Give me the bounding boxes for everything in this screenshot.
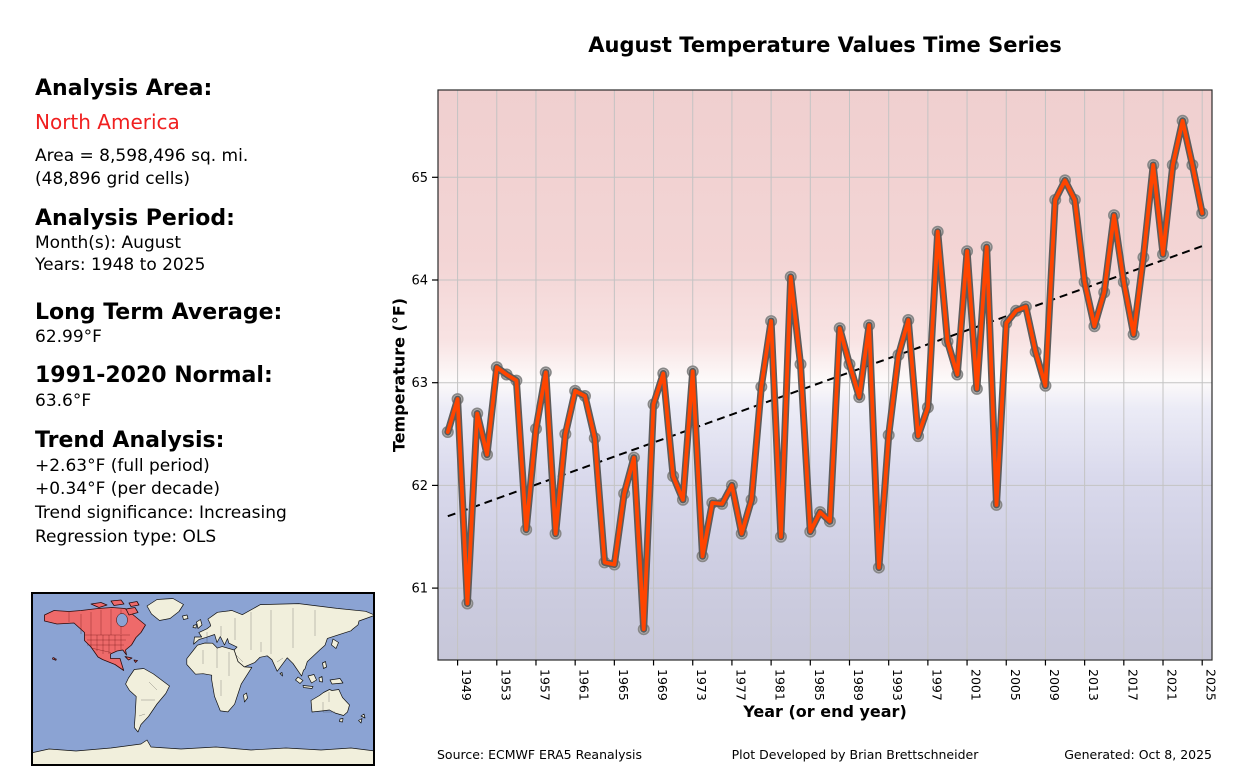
map-borneo [307, 674, 317, 684]
credit-note: Plot Developed by Brian Brettschneider [731, 747, 979, 762]
period-months: Month(s): August [35, 233, 182, 253]
x-tick-label: 1957 [538, 669, 553, 701]
map-arctic-islands [90, 599, 140, 616]
analysis-period-heading: Analysis Period: [35, 206, 235, 231]
x-tick-label: 1993 [890, 669, 905, 701]
regression-type: Regression type: OLS [35, 527, 217, 547]
map-state-borders [68, 609, 130, 654]
x-tick-label: 2013 [1086, 669, 1101, 701]
map-new-guinea [329, 678, 344, 685]
x-tick-label: 2017 [1125, 669, 1140, 701]
x-tick-label: 2021 [1165, 669, 1180, 701]
map-australia [310, 689, 350, 716]
long-term-average-value: 62.99°F [35, 327, 102, 347]
x-tick-label: 2005 [1008, 669, 1023, 701]
temperature-series-line [445, 118, 1205, 632]
trend-full-period: +2.63°F (full period) [35, 456, 210, 476]
x-tick-label: 1965 [616, 669, 631, 701]
x-tick-label: 2009 [1047, 669, 1062, 701]
x-axis-label: Year (or end year) [743, 702, 907, 721]
x-tick-labels: 1949 1953 1957 1961 1965 1969 1973 1977 1981 1985… [459, 669, 1219, 701]
y-tick-label: 61 [411, 582, 428, 597]
map-cuba [124, 656, 138, 663]
map-ireland [192, 624, 197, 629]
generated-note: Generated: Oct 8, 2025 [1064, 747, 1212, 762]
x-tick-label: 1977 [733, 669, 748, 701]
map-greenland [146, 598, 184, 621]
world-map-inset [31, 592, 375, 766]
y-tick-label: 64 [411, 274, 428, 289]
grid-cells-line: (48,896 grid cells) [35, 169, 190, 189]
y-tick-label: 62 [411, 479, 428, 494]
trend-significance: Trend significance: Increasing [35, 503, 287, 523]
x-tick-label: 1949 [459, 669, 474, 701]
map-iceland [182, 614, 189, 620]
trend-analysis-heading: Trend Analysis: [35, 428, 225, 453]
map-hawaii-2 [54, 658, 57, 661]
x-tick-label: 1953 [498, 669, 513, 701]
map-madagascar [243, 692, 248, 703]
map-hawaii [52, 657, 55, 660]
map-new-zealand-south [358, 718, 363, 724]
map-japan [331, 638, 339, 649]
map-antarctica [31, 739, 375, 766]
normal-heading: 1991-2020 Normal: [35, 363, 273, 388]
trend-line [447, 245, 1203, 518]
plot-background [438, 90, 1212, 660]
y-tick-labels: 61 62 63 64 65 [411, 171, 428, 597]
plot-border [437, 89, 1213, 661]
period-years: Years: 1948 to 2025 [35, 255, 206, 275]
x-tick-label: 1961 [577, 669, 592, 701]
long-term-average-heading: Long Term Average: [35, 300, 283, 325]
y-tick-label: 65 [411, 171, 428, 186]
map-tasmania [339, 718, 344, 723]
normal-value: 63.6°F [35, 391, 92, 411]
map-border [31, 592, 375, 766]
x-tick-label: 1973 [694, 669, 709, 701]
map-philippines [322, 661, 327, 669]
trend-per-decade: +0.34°F (per decade) [35, 479, 220, 499]
x-tick-label: 1969 [655, 669, 670, 701]
map-hudson-bay [116, 613, 128, 627]
x-tick-label: 1989 [851, 669, 866, 701]
map-south-america [125, 668, 170, 733]
analysis-area-heading: Analysis Area: [35, 76, 213, 101]
map-sumatra [295, 676, 304, 684]
x-tick-label: 2025 [1204, 669, 1219, 701]
map-sulawesi [318, 676, 323, 683]
map-new-zealand-north [360, 713, 366, 719]
map-java [302, 685, 314, 689]
analysis-area-value: North America [35, 110, 180, 134]
map-britain [196, 619, 203, 629]
x-tick-label: 2001 [969, 669, 984, 701]
map-country-borders [138, 608, 335, 717]
y-tick-label: 63 [411, 376, 428, 391]
map-sri-lanka [279, 672, 283, 677]
x-tick-label: 1981 [773, 669, 788, 701]
x-tick-label: 1997 [929, 669, 944, 701]
x-tick-label: 1985 [812, 669, 827, 701]
source-note: Source: ECMWF ERA5 Reanalysis [437, 747, 643, 762]
area-size-line: Area = 8,598,496 sq. mi. [35, 146, 249, 166]
chart-title: August Temperature Values Time Series [588, 33, 1062, 57]
axis-ticks [432, 176, 1203, 666]
